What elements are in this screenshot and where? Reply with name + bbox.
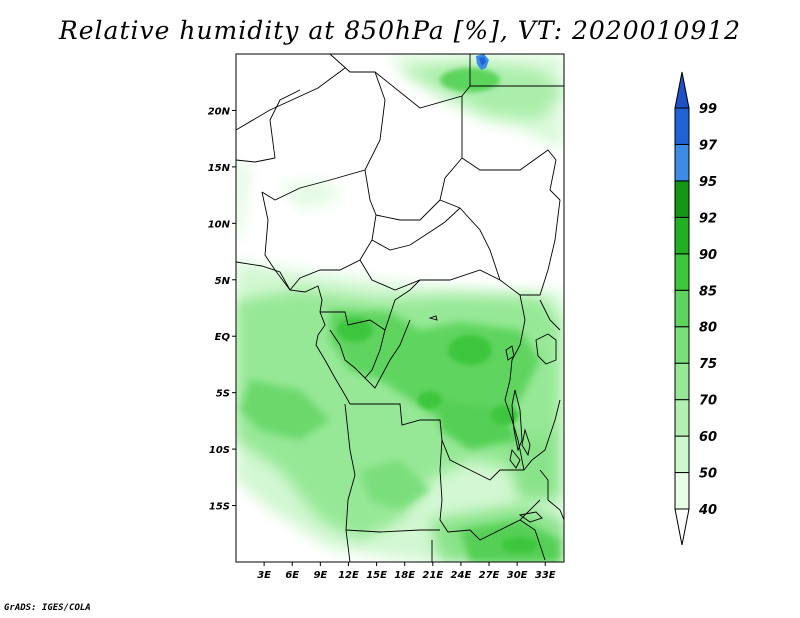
colorbar-swatch — [674, 107, 690, 145]
colorbar-swatch — [674, 435, 690, 474]
x-tick-label: 3E — [257, 570, 271, 581]
grads-credit: GrADS: IGES/COLA — [4, 603, 91, 613]
y-axis: 20N 15N 10N 5N EQ 5S 10S 15S — [208, 106, 236, 513]
saturation-patch — [476, 54, 489, 70]
colorbar-level-label: 75 — [699, 357, 717, 372]
colorbar-swatch — [674, 362, 690, 401]
colorbar-level-label: 92 — [699, 211, 717, 226]
y-tick-label: 5S — [216, 389, 230, 400]
colorbar-swatch — [674, 253, 690, 291]
x-tick-label: 21E — [422, 570, 443, 581]
colorbar-swatch — [674, 399, 690, 437]
colorbar-swatch — [674, 71, 690, 109]
colorbar-level-label: 85 — [699, 284, 717, 299]
colorbar-swatch — [674, 326, 690, 364]
x-tick-label: 9E — [313, 570, 327, 581]
colorbar-level-label: 40 — [698, 503, 717, 518]
x-tick-label: 24E — [451, 570, 472, 581]
x-tick-label: 27E — [479, 570, 500, 581]
map-title: Relative humidity at 850hPa [%], VT: 202… — [58, 16, 742, 45]
y-tick-label: 20N — [208, 106, 231, 117]
lakes — [428, 315, 557, 523]
x-tick-label: 33E — [535, 570, 556, 581]
colorbar-level-label: 50 — [699, 467, 717, 482]
colorbar-swatch — [674, 289, 690, 328]
colorbar-level-label: 99 — [699, 102, 717, 117]
colorbar-level-label: 60 — [699, 430, 717, 445]
colorbar-level-label: 80 — [699, 321, 717, 336]
x-tick-label: 12E — [338, 570, 359, 581]
x-axis: 3E 6E 9E 12E 15E 18E 21E 24E 27E 30E 33E — [257, 562, 556, 581]
y-tick-label: 15N — [208, 163, 231, 174]
x-tick-label: 6E — [285, 570, 299, 581]
x-tick-label: 15E — [366, 570, 387, 581]
colorbar-swatch — [674, 472, 690, 510]
colorbar-swatch — [674, 180, 690, 218]
country-boundaries — [236, 54, 564, 562]
x-tick-label: 18E — [394, 570, 415, 581]
colorbar-swatch — [674, 216, 690, 255]
y-tick-label: 5N — [215, 276, 231, 287]
colorbar-swatch — [674, 143, 690, 182]
x-tick-label: 30E — [507, 570, 528, 581]
colorbar-legend: 40 50 60 70 75 80 85 90 92 95 97 99 — [674, 71, 718, 546]
y-tick-label: EQ — [215, 332, 231, 343]
colorbar-level-label: 70 — [699, 394, 717, 409]
y-tick-label: 10S — [209, 445, 230, 456]
colorbar-level-label: 95 — [699, 175, 717, 190]
colorbar-level-label: 97 — [699, 138, 718, 153]
y-tick-label: 10N — [208, 219, 231, 230]
humidity-field — [236, 54, 564, 562]
y-tick-label: 15S — [209, 502, 230, 513]
map-frame — [235, 53, 565, 563]
colorbar-swatch — [674, 508, 690, 546]
colorbar-level-label: 90 — [699, 248, 717, 263]
